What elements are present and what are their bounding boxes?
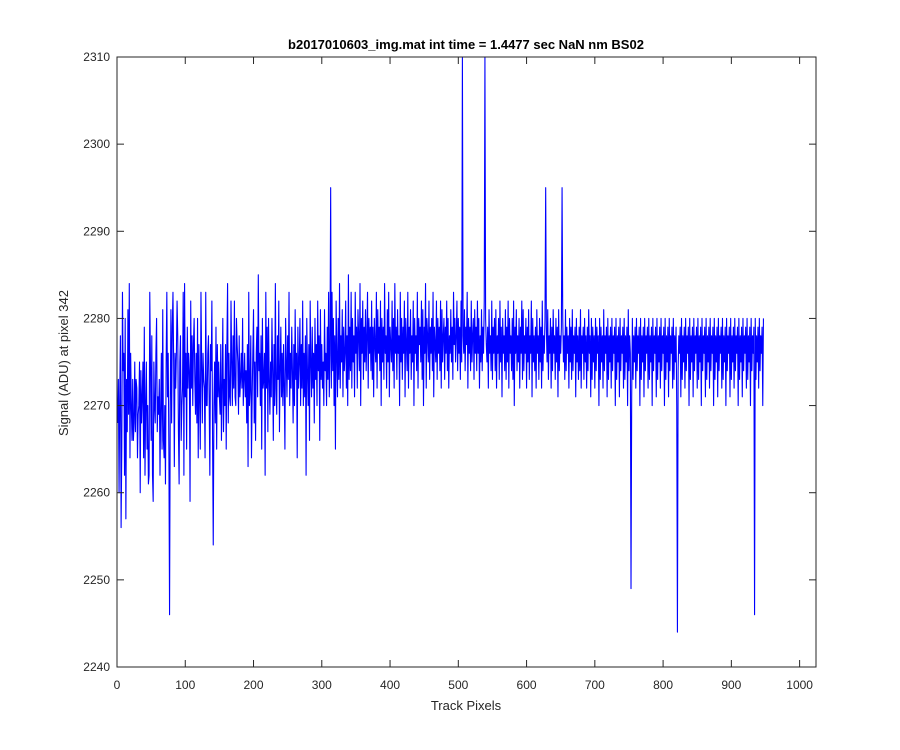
y-axis: 2240 2250 2260 2270 2280 2290 2300 2310 [83,50,816,674]
y-tick-label: 2300 [83,137,110,151]
x-tick-label: 100 [175,678,195,692]
y-tick-label: 2280 [83,311,110,325]
x-tick-label: 700 [585,678,605,692]
y-tick-label: 2270 [83,399,110,413]
x-tick-label: 800 [653,678,673,692]
x-tick-label: 500 [448,678,468,692]
x-tick-label: 300 [312,678,332,692]
x-tick-label: 0 [114,678,121,692]
y-tick-label: 2310 [83,50,110,64]
x-tick-label: 200 [244,678,264,692]
y-tick-label: 2260 [83,486,110,500]
chart-title: b2017010603_img.mat int time = 1.4477 se… [288,37,644,52]
x-tick-label: 1000 [786,678,813,692]
axes-box [116,56,817,668]
x-tick-label: 600 [517,678,537,692]
series-line [117,56,764,633]
x-axis: 0 100 200 300 400 500 600 700 800 900 1000 [114,57,813,692]
y-tick-label: 2290 [83,224,110,238]
series-layer [117,56,764,633]
x-axis-label: Track Pixels [431,698,502,713]
y-axis-label: Signal (ADU) at pixel 342 [56,290,71,436]
y-tick-label: 2240 [83,660,110,674]
x-tick-label: 900 [721,678,741,692]
x-tick-label: 400 [380,678,400,692]
y-tick-label: 2250 [83,573,110,587]
